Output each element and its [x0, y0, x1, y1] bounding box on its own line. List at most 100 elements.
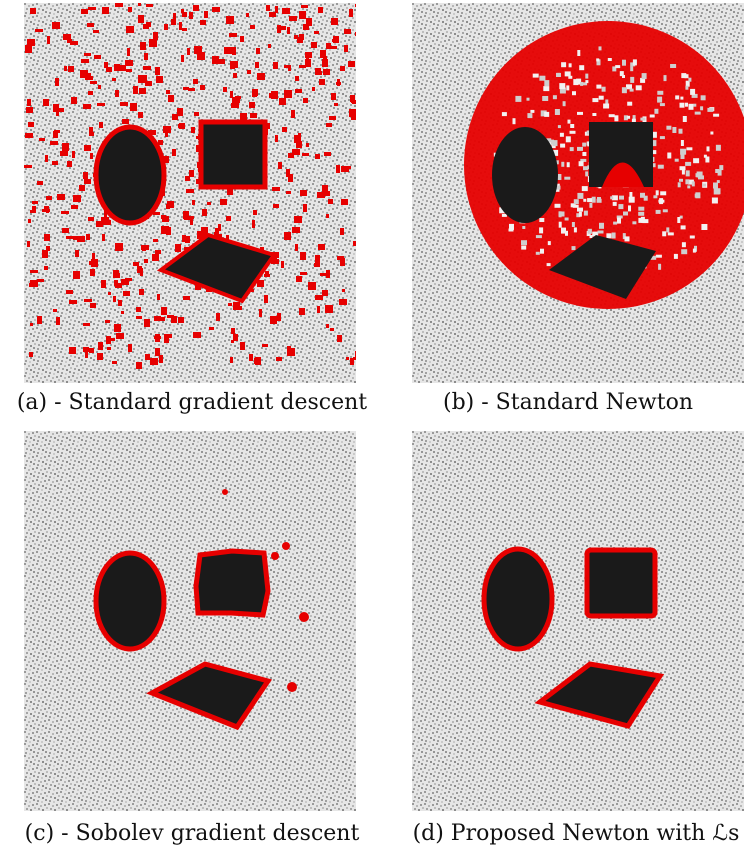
white-speckle: [587, 165, 591, 170]
red-speckle: [156, 76, 163, 83]
red-speckle: [188, 88, 195, 91]
red-speckle: [319, 71, 322, 75]
red-speckle: [39, 138, 45, 141]
white-speckle: [621, 87, 627, 94]
white-speckle: [662, 209, 668, 213]
red-speckle: [143, 66, 151, 70]
red-speckle: [187, 48, 190, 55]
red-speckle: [88, 91, 93, 95]
red-speckle: [86, 234, 90, 240]
red-speckle: [315, 68, 321, 75]
ellipse-shape: [93, 124, 167, 226]
white-speckle: [558, 211, 565, 217]
red-speckle: [240, 342, 245, 350]
red-speckle: [186, 189, 194, 193]
white-speckle: [579, 65, 585, 71]
red-speckle: [136, 362, 142, 369]
red-speckle: [182, 28, 187, 31]
red-speckle: [324, 152, 331, 156]
red-speckle: [92, 253, 95, 261]
white-speckle: [619, 71, 624, 77]
red-speckle: [302, 153, 309, 156]
white-speckle: [626, 84, 632, 90]
red-speckle: [163, 156, 169, 163]
caption-a: (a) - Standard gradient descent: [16, 390, 368, 415]
red-speckle: [44, 266, 48, 270]
red-speckle: [52, 161, 58, 165]
red-speckle: [318, 7, 323, 13]
white-speckle: [675, 95, 680, 100]
red-speckle: [299, 308, 305, 315]
red-speckle: [128, 344, 132, 352]
red-speckle: [66, 236, 74, 239]
red-speckle: [336, 165, 340, 173]
red-speckle: [319, 79, 325, 85]
red-speckle: [88, 7, 96, 10]
red-speckle: [37, 316, 42, 324]
red-speckle: [239, 306, 242, 310]
red-speckle: [114, 280, 118, 286]
red-speckle: [133, 86, 138, 94]
red-speckle: [224, 47, 232, 54]
white-speckle: [700, 95, 706, 101]
white-speckle: [569, 130, 576, 134]
white-speckle: [607, 58, 612, 61]
quad-shape: [534, 661, 665, 729]
white-speckle: [577, 146, 583, 151]
red-speckle: [326, 214, 329, 218]
white-speckle: [719, 165, 724, 171]
red-speckle: [28, 219, 31, 223]
white-speckle: [589, 235, 593, 238]
white-speckle: [539, 227, 544, 234]
white-speckle: [667, 232, 674, 236]
red-speckle: [153, 239, 158, 242]
red-speckle: [175, 244, 181, 252]
red-speckle: [83, 347, 89, 352]
red-speckle: [35, 29, 43, 32]
white-speckle: [546, 263, 551, 267]
white-speckle: [690, 88, 696, 95]
white-speckle: [544, 111, 550, 117]
red-speckle: [355, 32, 356, 36]
white-speckle: [522, 226, 526, 229]
white-speckle: [561, 161, 565, 167]
red-speckle: [337, 335, 342, 342]
white-speckle: [643, 195, 648, 201]
red-speckle: [71, 97, 77, 104]
red-speckle: [94, 55, 101, 59]
white-speckle: [632, 115, 636, 120]
red-speckle: [246, 13, 249, 17]
white-speckle: [707, 107, 714, 112]
white-speckle: [603, 103, 610, 109]
white-speckle: [655, 209, 661, 214]
red-speckle: [200, 20, 206, 25]
red-speckle: [45, 155, 48, 162]
red-speckle: [311, 42, 317, 48]
white-speckle: [632, 59, 637, 66]
red-speckle: [231, 103, 239, 108]
white-speckle: [629, 192, 633, 197]
white-speckle: [573, 199, 579, 205]
red-speckle: [202, 233, 207, 237]
white-speckle: [535, 235, 542, 239]
white-speckle: [527, 113, 533, 119]
red-speckle: [99, 122, 103, 128]
red-speckle: [294, 135, 298, 143]
red-speckle: [288, 153, 294, 158]
white-speckle: [581, 186, 588, 192]
white-speckle: [559, 87, 566, 94]
red-speckle: [233, 334, 238, 341]
red-speckle: [139, 289, 144, 295]
red-speckle: [29, 352, 33, 357]
white-speckle: [630, 62, 636, 67]
red-speckle: [340, 66, 345, 71]
red-speckle: [77, 236, 85, 242]
white-speckle: [658, 263, 662, 270]
white-speckle: [583, 166, 588, 171]
white-speckle: [680, 153, 685, 159]
white-speckle: [512, 118, 516, 125]
red-speckle: [80, 70, 88, 78]
red-speckle: [269, 12, 276, 17]
red-speckle: [342, 289, 345, 292]
white-speckle: [552, 140, 558, 147]
